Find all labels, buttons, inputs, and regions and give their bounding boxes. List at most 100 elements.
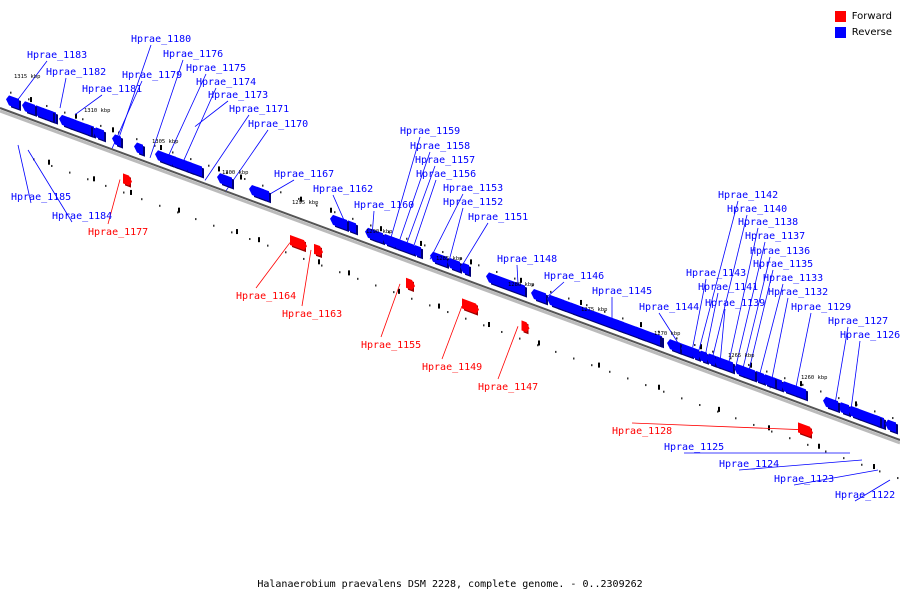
gene-label: Hprae_1122	[835, 490, 895, 501]
gene-body	[670, 339, 680, 353]
gene-arrow-tip	[93, 127, 96, 138]
gene-label: Hprae_1160	[354, 200, 414, 211]
gene-hprae-1146	[531, 288, 548, 306]
gene-body	[115, 134, 121, 147]
guide-dot	[532, 284, 534, 287]
guide-dot	[699, 404, 701, 407]
legend-item-forward: Forward	[834, 8, 892, 24]
leader-line	[741, 256, 771, 373]
leader-line	[107, 179, 121, 225]
guide-dash	[112, 127, 114, 133]
guide-dot	[375, 284, 377, 287]
gene-arrow-tip	[368, 228, 371, 239]
gene-body	[841, 402, 849, 416]
leader-line	[411, 179, 437, 252]
gene-labels: Hprae_1183 Hprae_1182 Hprae_1181 Hprae_1180…	[11, 34, 900, 501]
gene-arrow-tip	[155, 150, 158, 161]
tick-label: 1305 kbp	[152, 139, 179, 145]
guide-dot	[370, 224, 372, 227]
gene-body	[765, 374, 775, 388]
gene-body	[123, 173, 129, 186]
gene-arrow-tip	[304, 240, 307, 251]
leader-line	[658, 312, 681, 347]
guide-dash	[380, 226, 382, 232]
legend-label-reverse: Reverse	[851, 26, 892, 38]
gene-hprae-1167	[254, 186, 271, 204]
leader-line	[691, 278, 707, 351]
gene-body	[406, 277, 412, 290]
gene-label: Hprae_1147	[478, 382, 538, 393]
gene-hprae-1180	[112, 134, 123, 149]
guide-dot	[352, 217, 354, 220]
gene-label: Hprae_1163	[282, 309, 342, 320]
gene-arrow-tip	[59, 114, 62, 125]
gene-hprae-1153	[430, 251, 449, 269]
gene-label: Hprae_1177	[88, 227, 148, 238]
guide-dot	[879, 470, 881, 473]
guide-dot	[406, 237, 408, 240]
guide-dot	[267, 244, 269, 247]
leader-line	[516, 264, 519, 285]
gene-hprae-1160	[368, 228, 385, 246]
gene-arrow-tip	[6, 95, 9, 106]
guide-dot	[195, 218, 197, 221]
gene-label: Hprae_1136	[750, 246, 810, 257]
guide-dot	[766, 370, 768, 373]
guide-dot	[213, 224, 215, 227]
gene-label: Hprae_1142	[718, 190, 778, 201]
gene-body	[826, 396, 838, 412]
gene-arrow-tip	[40, 107, 43, 118]
guide-dash	[318, 259, 320, 265]
gene-label: Hprae_1171	[229, 104, 289, 115]
guide-dot	[735, 417, 737, 420]
leader-line	[15, 60, 48, 103]
gene-body	[684, 344, 692, 358]
gene-arrow-tip	[698, 350, 701, 361]
gene-arrow-tip	[393, 238, 396, 249]
gene-arrow-tip	[365, 227, 368, 238]
guide-dot	[249, 238, 251, 241]
guide-dot	[10, 91, 12, 94]
guide-dash	[240, 174, 242, 180]
gene-hprae-1155	[406, 277, 415, 292]
leader-lines	[15, 44, 891, 502]
leader-line	[497, 326, 519, 380]
gene-label: Hprae_1179	[122, 70, 182, 81]
guide-dot	[843, 457, 845, 460]
leader-line	[74, 94, 103, 116]
leader-line	[697, 200, 739, 354]
gene-body	[693, 347, 699, 360]
guide-dot	[591, 364, 593, 367]
guide-dot	[244, 178, 246, 181]
guide-dot	[604, 310, 606, 313]
guide-dot	[316, 204, 318, 207]
gene-label: Hprae_1181	[82, 84, 142, 95]
gene-arrow-tip	[714, 356, 717, 367]
gene-body	[450, 258, 460, 272]
leader-line	[59, 77, 67, 109]
gene-hprae-1162	[330, 214, 349, 233]
guide-dot	[321, 264, 323, 267]
gene-label: Hprae_1158	[410, 141, 470, 152]
guide-dot	[82, 118, 84, 121]
guide-dot	[663, 390, 665, 393]
gene-label: Hprae_1123	[774, 474, 834, 485]
guide-dash	[130, 189, 132, 195]
guide-dot	[136, 138, 138, 141]
gene-hprae-1144	[667, 339, 682, 355]
gene-label: Hprae_1185	[11, 192, 71, 203]
guide-dot	[208, 164, 210, 167]
gene-label: Hprae_1155	[361, 340, 421, 351]
leader-line	[834, 326, 849, 404]
gene-hprae-1183	[6, 95, 21, 112]
leader-line	[194, 100, 229, 127]
guide-dot	[303, 257, 305, 260]
gene-hprae-1176	[155, 150, 174, 168]
gene-hprae-1171	[217, 173, 234, 190]
gene-block	[93, 127, 106, 143]
gene-arrow-tip	[112, 134, 115, 145]
guide-dot	[190, 158, 192, 161]
leader-line	[854, 479, 891, 502]
gene-hprae-1126	[853, 407, 882, 429]
leader-line	[734, 241, 766, 371]
